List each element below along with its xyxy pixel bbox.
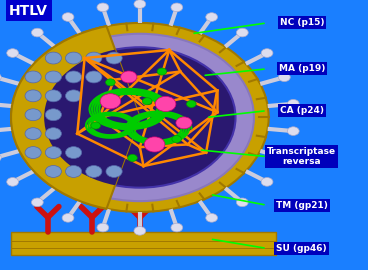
Circle shape: [206, 214, 217, 222]
Circle shape: [171, 223, 183, 232]
Circle shape: [279, 73, 290, 82]
Circle shape: [62, 13, 74, 21]
Circle shape: [0, 153, 1, 162]
Text: SU (gp46): SU (gp46): [276, 244, 327, 253]
Circle shape: [62, 214, 74, 222]
Circle shape: [66, 52, 82, 64]
Circle shape: [206, 13, 217, 21]
Circle shape: [7, 178, 18, 186]
Circle shape: [45, 128, 61, 140]
Circle shape: [287, 127, 299, 136]
Circle shape: [100, 94, 121, 109]
Circle shape: [97, 3, 109, 12]
Circle shape: [26, 34, 254, 201]
Circle shape: [106, 52, 122, 64]
Wedge shape: [11, 26, 140, 209]
Circle shape: [176, 117, 192, 129]
Circle shape: [31, 198, 43, 207]
Circle shape: [66, 166, 82, 177]
Circle shape: [237, 198, 248, 207]
Circle shape: [86, 166, 102, 177]
Circle shape: [106, 79, 115, 86]
Circle shape: [142, 98, 152, 105]
Circle shape: [7, 49, 18, 57]
Circle shape: [91, 122, 100, 129]
Circle shape: [25, 147, 41, 158]
Circle shape: [144, 137, 165, 152]
Circle shape: [45, 166, 61, 177]
Text: TM (gp21): TM (gp21): [276, 201, 328, 210]
Circle shape: [86, 71, 102, 83]
Circle shape: [25, 128, 41, 140]
Circle shape: [45, 71, 61, 83]
FancyBboxPatch shape: [11, 232, 276, 255]
Circle shape: [172, 136, 181, 143]
Circle shape: [45, 90, 61, 102]
Circle shape: [45, 147, 61, 158]
Circle shape: [261, 49, 273, 57]
Circle shape: [261, 178, 273, 186]
Circle shape: [0, 73, 1, 82]
Circle shape: [279, 153, 290, 162]
Circle shape: [25, 90, 41, 102]
Circle shape: [97, 223, 109, 232]
Circle shape: [44, 47, 236, 188]
Circle shape: [66, 147, 82, 158]
Circle shape: [171, 3, 183, 12]
Circle shape: [11, 23, 269, 212]
Circle shape: [86, 52, 102, 64]
Circle shape: [134, 0, 146, 8]
Text: NC (p15): NC (p15): [280, 18, 324, 28]
Circle shape: [66, 71, 82, 83]
Circle shape: [25, 71, 41, 83]
Circle shape: [287, 99, 299, 108]
Text: HTLV: HTLV: [9, 4, 48, 18]
Circle shape: [237, 28, 248, 37]
Circle shape: [187, 100, 196, 107]
Circle shape: [157, 68, 167, 75]
Circle shape: [45, 109, 61, 121]
Circle shape: [45, 52, 61, 64]
Circle shape: [121, 71, 137, 83]
Circle shape: [128, 154, 137, 161]
Circle shape: [31, 28, 43, 37]
Circle shape: [155, 96, 176, 112]
Circle shape: [66, 90, 82, 102]
Text: MA (p19): MA (p19): [279, 64, 325, 73]
Circle shape: [106, 166, 122, 177]
Wedge shape: [44, 50, 140, 185]
Text: CA (p24): CA (p24): [280, 106, 324, 115]
Circle shape: [134, 227, 146, 235]
Text: Transcriptase
reversa: Transcriptase reversa: [267, 147, 336, 166]
Circle shape: [25, 109, 41, 121]
